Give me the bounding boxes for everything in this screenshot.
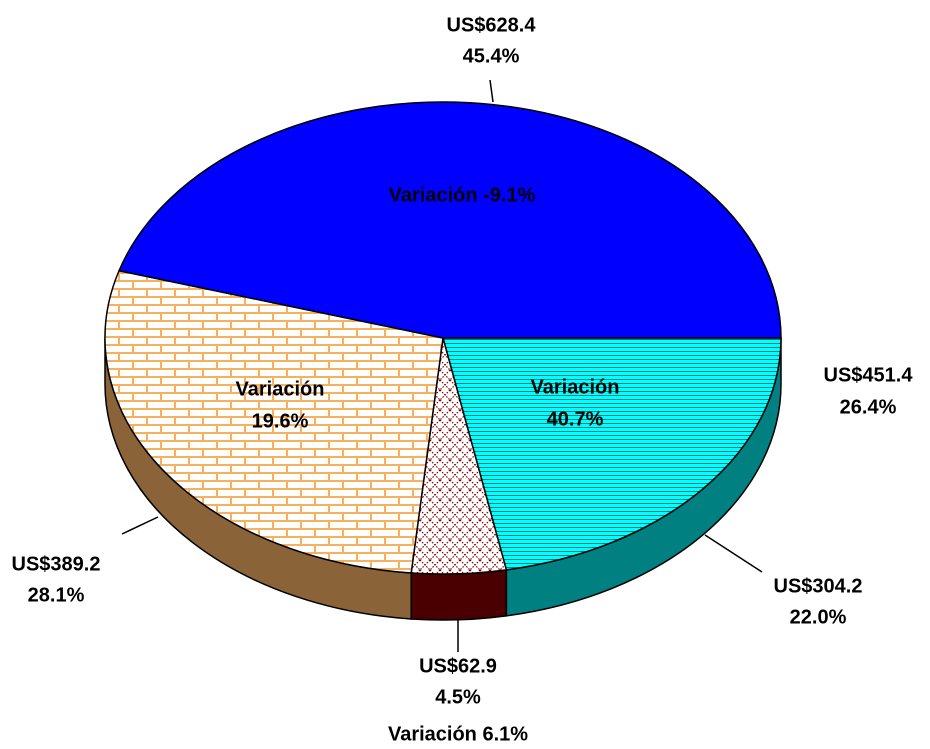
- variation-label: Variación: [236, 378, 325, 400]
- variation-label: Variación: [531, 376, 620, 398]
- amount-label: US$389.2: [12, 553, 101, 575]
- amount-label: US$62.9: [419, 655, 497, 677]
- pie-slice: [104, 269, 444, 574]
- amount-label: US$304.2: [774, 575, 863, 597]
- variation-label: Variación 6.1%: [388, 723, 528, 745]
- annotation: US$451.4: [824, 364, 914, 386]
- pie-slice: [117, 101, 782, 339]
- slice-side: [410, 568, 508, 621]
- value-label: 22.0%: [790, 606, 847, 628]
- leader-line: [704, 534, 763, 573]
- pie-slice: [442, 337, 782, 571]
- variation-label: Variación -9.1%: [389, 184, 536, 206]
- variation-label: 40.7%: [547, 408, 604, 430]
- variation-label: 19.6%: [252, 410, 309, 432]
- value-label: 45.4%: [463, 45, 520, 67]
- leader-line: [489, 79, 494, 103]
- annotation: 26.4%: [840, 396, 897, 418]
- amount-label: US$628.4: [447, 14, 537, 36]
- value-label: 4.5%: [435, 686, 481, 708]
- value-label: 28.1%: [28, 584, 85, 606]
- leader-line: [121, 516, 159, 535]
